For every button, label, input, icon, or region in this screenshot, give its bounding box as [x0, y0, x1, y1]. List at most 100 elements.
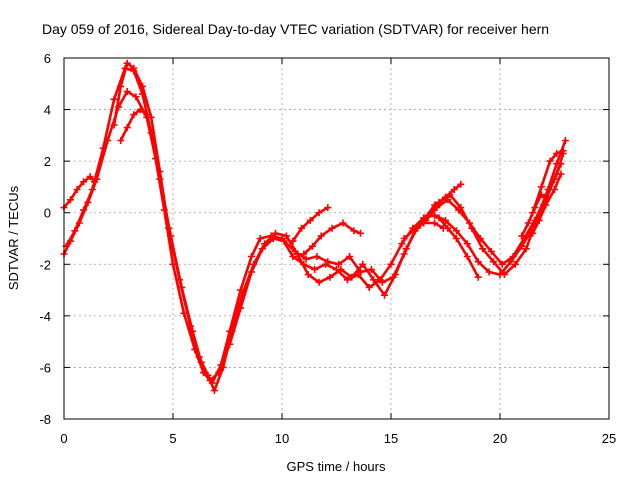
data-point [431, 219, 439, 227]
data-point [130, 111, 138, 119]
data-point [559, 147, 567, 155]
series-line [64, 67, 565, 382]
data-point [522, 245, 530, 253]
data-point [339, 219, 347, 227]
data-point [367, 265, 375, 273]
data-point [280, 237, 288, 245]
data-point [73, 186, 81, 193]
data-point [442, 193, 449, 201]
data-point [509, 253, 517, 260]
data-point [309, 242, 316, 250]
data-point [136, 106, 144, 114]
data-point [67, 196, 74, 204]
data-point [398, 240, 406, 248]
x-tick-label: 5 [169, 431, 176, 446]
data-point [463, 253, 471, 260]
data-point [228, 327, 236, 335]
data-point [444, 224, 452, 232]
data-point [529, 209, 537, 217]
data-point [315, 209, 323, 217]
data-point [346, 253, 354, 260]
data-point [335, 260, 343, 268]
data-point [479, 245, 487, 253]
data-point [219, 363, 227, 371]
data-point [88, 186, 96, 193]
data-point [139, 82, 146, 90]
data-point [302, 255, 310, 263]
data-point [282, 232, 290, 240]
data-point [324, 204, 332, 212]
data-point [313, 253, 321, 260]
data-point [452, 227, 460, 235]
data-point [402, 245, 410, 253]
data-point [511, 260, 519, 268]
data-point [350, 227, 358, 235]
data-point [156, 168, 164, 175]
data-point [147, 113, 155, 121]
data-point [409, 227, 417, 235]
data-point [304, 271, 312, 279]
data-point [357, 268, 364, 276]
data-point [110, 121, 118, 129]
data-point [300, 250, 308, 258]
data-point [343, 276, 351, 284]
data-point [535, 216, 543, 224]
data-point [420, 216, 428, 224]
data-point [71, 227, 79, 235]
data-point [165, 224, 173, 232]
data-point [518, 232, 526, 240]
data-point [457, 204, 465, 212]
data-point [450, 186, 458, 193]
y-tick-label: -6 [39, 360, 51, 375]
data-point [80, 206, 88, 214]
data-point [431, 211, 439, 219]
data-point [359, 260, 367, 268]
data-point [117, 137, 125, 144]
y-tick-label: 0 [44, 206, 51, 221]
data-point [293, 250, 301, 258]
series-arc-13 [529, 147, 567, 217]
data-series [60, 59, 569, 395]
data-point [457, 180, 465, 188]
x-tick-labels: 0 5 10 15 20 25 [60, 431, 616, 446]
data-point [326, 273, 334, 281]
data-point [468, 224, 476, 232]
data-point [553, 160, 561, 168]
data-point [117, 82, 125, 90]
x-tick-label: 25 [602, 431, 616, 446]
data-point [365, 284, 373, 291]
data-point [498, 260, 506, 268]
series-arc-10 [420, 180, 465, 224]
data-point [381, 291, 388, 299]
series-arc-7 [300, 219, 364, 258]
data-point [311, 265, 319, 273]
y-tick-label: -2 [39, 257, 51, 272]
data-point [500, 271, 508, 279]
y-axis-label: SDTVAR / TECUs [6, 185, 21, 290]
data-point [546, 157, 554, 165]
data-point [256, 235, 264, 242]
y-tick-labels: -8 -6 -4 -2 0 2 4 6 [39, 51, 51, 427]
data-point [561, 137, 569, 144]
series-arc-6 [289, 204, 332, 245]
series-arc-2 [60, 88, 565, 387]
data-point [435, 214, 443, 222]
data-point [357, 229, 364, 237]
data-point [474, 258, 482, 266]
data-point [328, 224, 336, 232]
data-point [452, 235, 460, 242]
data-point [348, 273, 356, 281]
data-point [110, 95, 118, 103]
data-point [210, 387, 218, 395]
data-point [272, 229, 279, 237]
data-point [123, 88, 131, 95]
data-point [537, 183, 545, 191]
series-line [62, 90, 563, 385]
chart-title: Day 059 of 2016, Sidereal Day-to-day VTE… [42, 21, 549, 37]
data-point [250, 260, 258, 268]
x-tick-label: 20 [493, 431, 507, 446]
data-point [80, 178, 88, 186]
series-arc-5 [117, 106, 151, 144]
data-point [370, 276, 378, 284]
